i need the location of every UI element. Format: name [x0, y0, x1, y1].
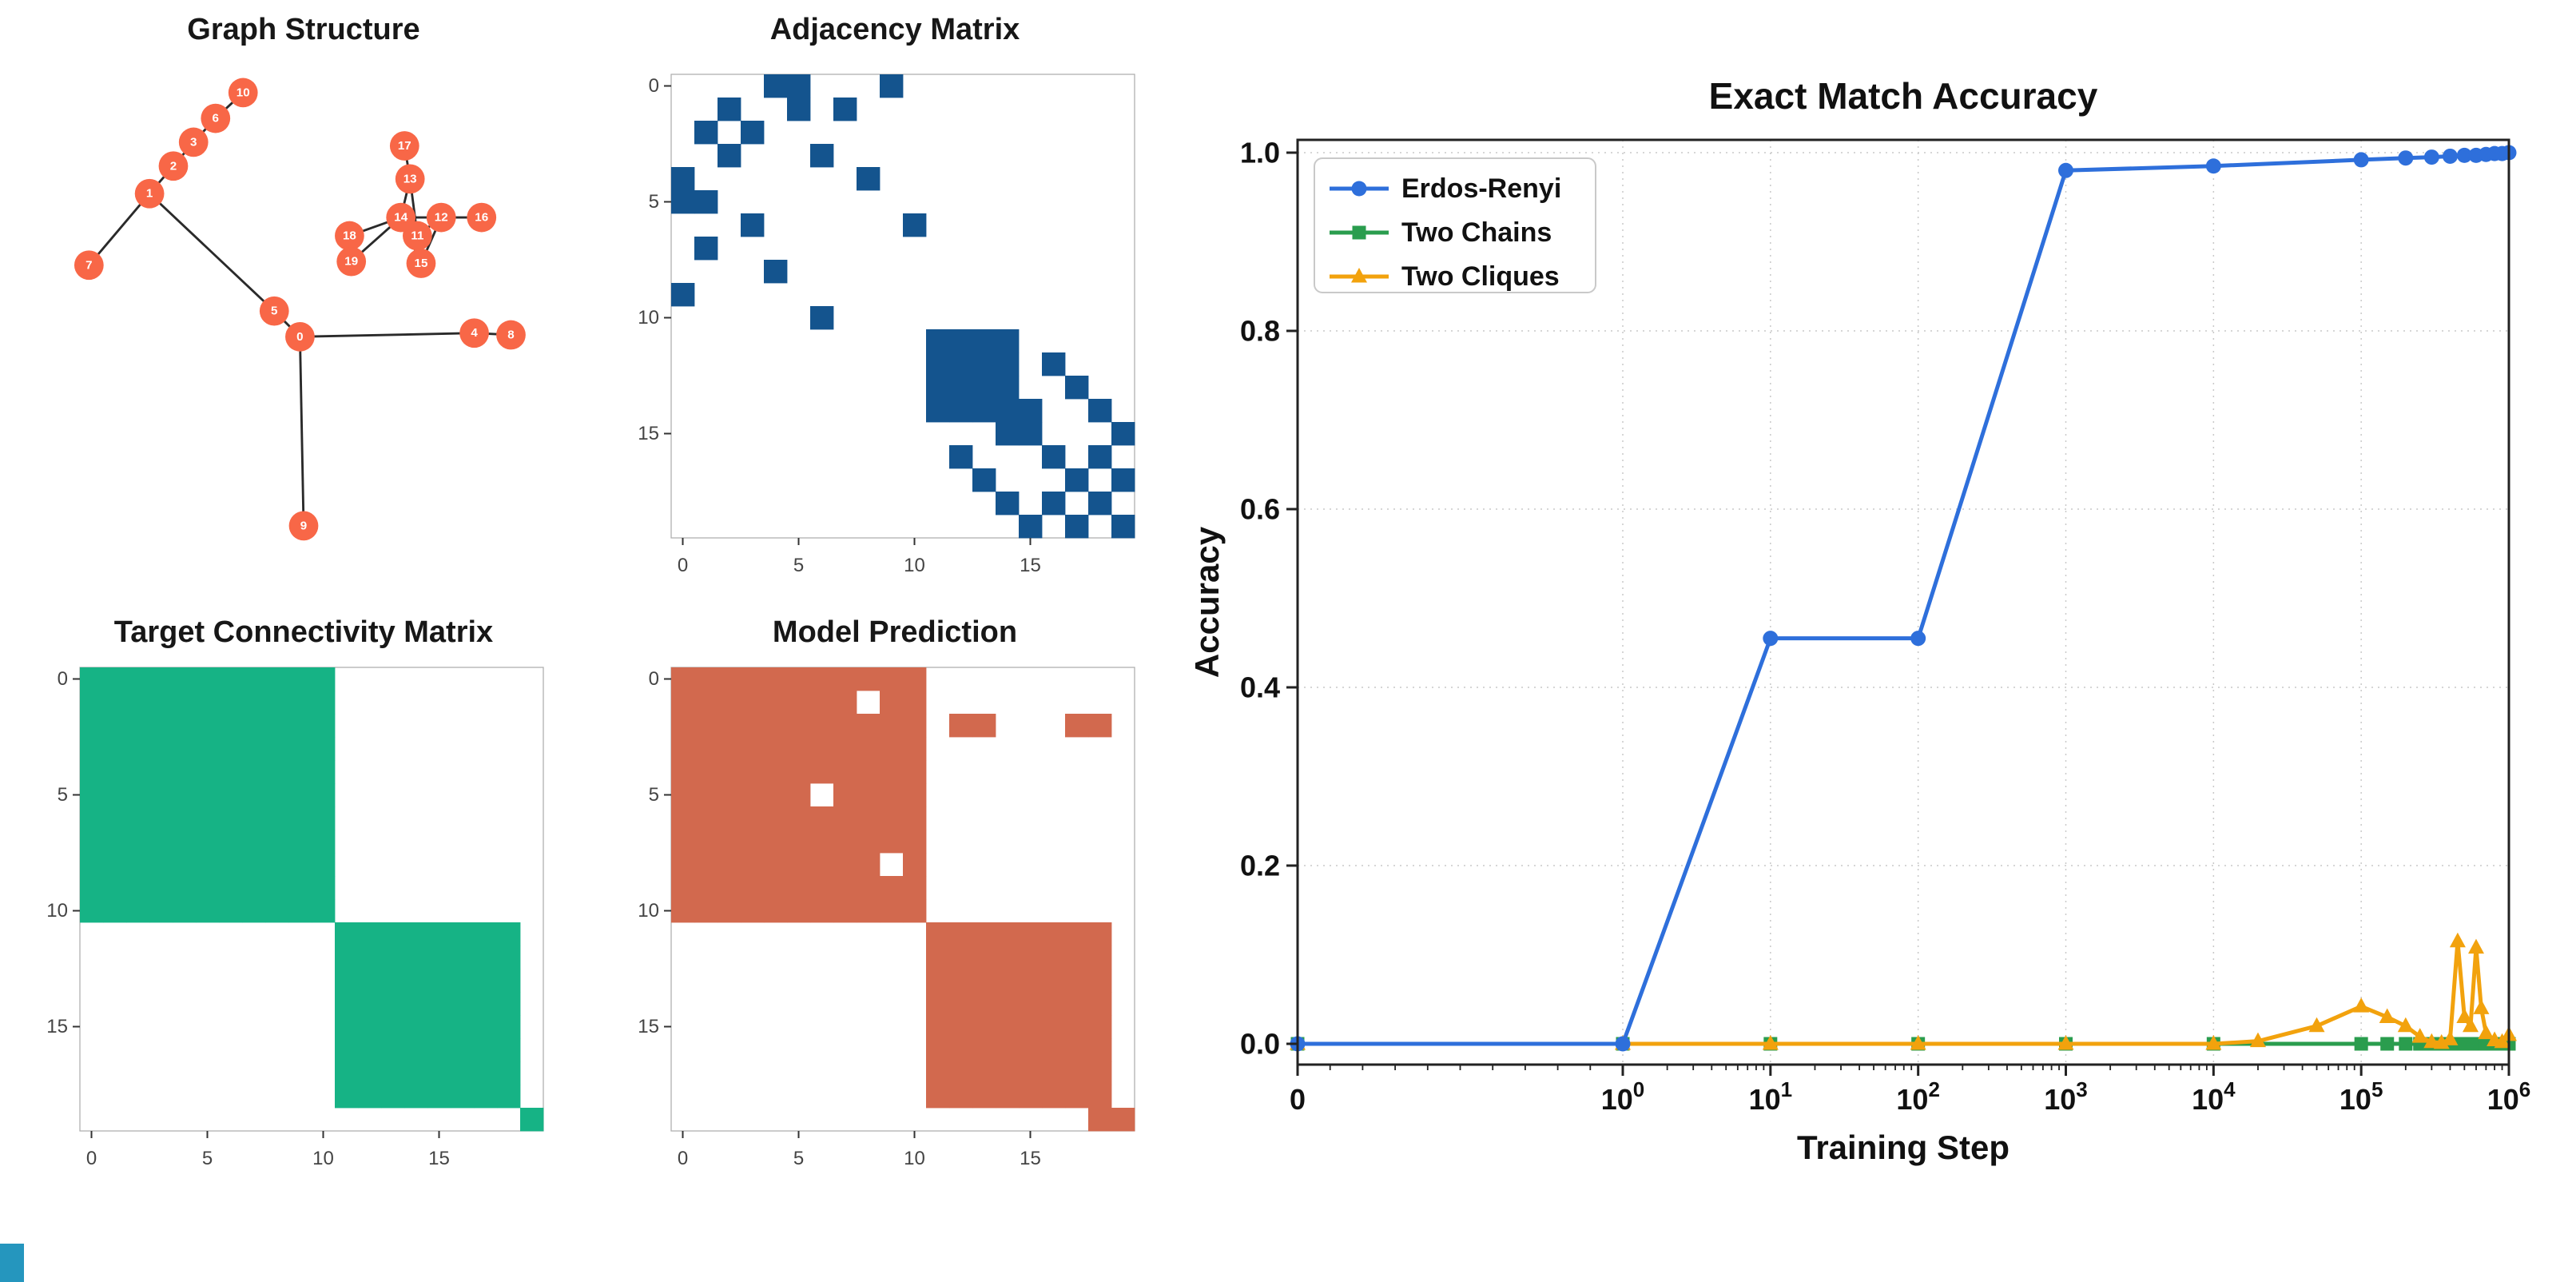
svg-text:1: 1 — [146, 187, 153, 201]
svg-text:7: 7 — [85, 258, 92, 272]
adjacency-matrix-title: Adjacency Matrix — [769, 13, 1020, 46]
svg-text:17: 17 — [398, 139, 411, 153]
svg-text:10: 10 — [904, 555, 925, 576]
series-erdos-renyi — [1290, 145, 2517, 1052]
svg-text:11: 11 — [411, 229, 423, 243]
svg-text:0.2: 0.2 — [1240, 850, 1280, 882]
svg-text:5: 5 — [649, 191, 659, 213]
svg-text:Two Chains: Two Chains — [1401, 217, 1552, 248]
svg-text:0.4: 0.4 — [1240, 671, 1280, 704]
svg-text:5: 5 — [649, 784, 659, 806]
svg-text:Two Cliques: Two Cliques — [1401, 261, 1560, 292]
svg-text:103: 103 — [2044, 1077, 2088, 1116]
svg-text:12: 12 — [435, 211, 448, 225]
chart-title: Exact Match Accuracy — [1709, 75, 2098, 117]
svg-text:15: 15 — [1020, 1148, 1041, 1169]
svg-text:9: 9 — [300, 519, 307, 532]
matrix-ticks: 0 0 5 5 10 10 15 15 — [638, 668, 1041, 1169]
graph-structure-title: Graph Structure — [187, 13, 420, 46]
svg-text:6: 6 — [213, 112, 219, 125]
svg-text:16: 16 — [475, 211, 488, 225]
matrix-cells — [671, 74, 1135, 539]
svg-text:0: 0 — [678, 555, 688, 576]
matrix-cells — [671, 667, 1135, 1132]
matrix-cells — [80, 667, 544, 1132]
y-axis-label: Accuracy — [1188, 526, 1226, 678]
svg-text:10: 10 — [237, 86, 250, 99]
corner-artifact — [0, 1244, 24, 1282]
svg-text:15: 15 — [428, 1148, 450, 1169]
svg-text:104: 104 — [2192, 1077, 2236, 1116]
accuracy-line-chart: 0.0 0.2 0.4 0.6 0.8 1.0 0 100 101 102 103 104 105 106… — [1188, 75, 2530, 1166]
x-axis-label: Training Step — [1797, 1129, 2010, 1166]
model-prediction-title: Model Prediction — [772, 615, 1018, 649]
svg-text:18: 18 — [343, 229, 356, 243]
svg-text:10: 10 — [46, 900, 68, 922]
svg-text:10: 10 — [904, 1148, 925, 1169]
svg-text:10: 10 — [638, 900, 659, 922]
svg-text:0: 0 — [1290, 1083, 1306, 1116]
svg-text:15: 15 — [415, 257, 428, 270]
svg-text:5: 5 — [202, 1148, 213, 1169]
svg-text:5: 5 — [793, 555, 804, 576]
svg-text:10: 10 — [638, 307, 659, 328]
svg-text:105: 105 — [2339, 1077, 2383, 1116]
svg-text:2: 2 — [170, 159, 177, 173]
matrix-ticks: 0 0 5 5 10 10 15 15 — [46, 668, 450, 1169]
svg-text:5: 5 — [58, 784, 68, 806]
svg-text:0.0: 0.0 — [1240, 1028, 1280, 1061]
svg-text:5: 5 — [271, 305, 277, 318]
svg-text:4: 4 — [471, 326, 478, 340]
svg-text:0.8: 0.8 — [1240, 315, 1280, 348]
svg-text:0: 0 — [678, 1148, 688, 1169]
svg-text:100: 100 — [1601, 1077, 1645, 1116]
svg-text:15: 15 — [46, 1016, 68, 1037]
svg-text:3: 3 — [190, 135, 197, 149]
chart-axes: 0.0 0.2 0.4 0.6 0.8 1.0 0 100 101 102 103 104 105 106 — [1240, 137, 2530, 1117]
matrix-ticks: 0 0 5 5 10 10 15 15 — [638, 75, 1041, 576]
svg-text:19: 19 — [344, 255, 358, 269]
model-prediction-plot: 0 0 5 5 10 10 15 15 — [638, 667, 1135, 1169]
svg-text:5: 5 — [793, 1148, 804, 1169]
target-connectivity-plot: 0 0 5 5 10 10 15 15 — [46, 667, 544, 1169]
graph-edges — [88, 91, 511, 526]
svg-text:13: 13 — [403, 172, 417, 185]
svg-text:0: 0 — [649, 75, 659, 97]
svg-text:0: 0 — [58, 668, 68, 690]
target-connectivity-title: Target Connectivity Matrix — [113, 615, 494, 649]
svg-text:Erdos-Renyi: Erdos-Renyi — [1401, 173, 1561, 204]
svg-text:0.6: 0.6 — [1240, 493, 1280, 526]
svg-text:15: 15 — [638, 423, 659, 444]
svg-text:1.0: 1.0 — [1240, 137, 1280, 169]
svg-text:106: 106 — [2487, 1077, 2531, 1116]
svg-text:0: 0 — [296, 330, 303, 344]
svg-text:15: 15 — [638, 1016, 659, 1037]
svg-text:0: 0 — [86, 1148, 97, 1169]
chart-legend: Erdos-Renyi Two Chains Two Cliques — [1314, 157, 1596, 293]
svg-text:10: 10 — [312, 1148, 334, 1169]
svg-text:101: 101 — [1749, 1077, 1793, 1116]
svg-text:15: 15 — [1020, 555, 1041, 576]
adjacency-matrix-plot: 0 0 5 5 10 10 15 15 — [638, 74, 1135, 576]
series-two-cliques — [1290, 932, 2517, 1050]
svg-text:8: 8 — [507, 328, 514, 342]
svg-text:14: 14 — [394, 211, 407, 225]
svg-text:0: 0 — [649, 668, 659, 690]
svg-text:102: 102 — [1896, 1077, 1940, 1116]
